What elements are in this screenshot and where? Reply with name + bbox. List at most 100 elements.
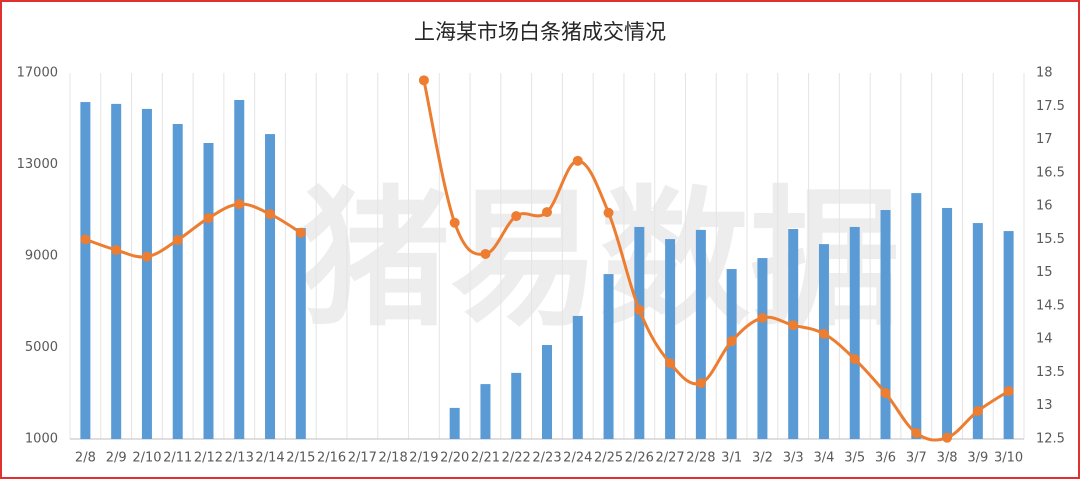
y2-tick-label: 16.5 [1036, 165, 1065, 180]
y2-tick-label: 12.5 [1036, 432, 1065, 447]
bar [172, 124, 183, 439]
line-marker [788, 320, 799, 331]
x-tick-label: 2/22 [502, 451, 531, 466]
bar [1003, 231, 1014, 439]
bar [511, 372, 522, 439]
bar [603, 274, 614, 439]
bar [911, 193, 922, 439]
x-tick-label: 2/17 [348, 451, 377, 466]
bar [203, 142, 214, 439]
bar [695, 229, 706, 439]
bar [972, 223, 983, 439]
y2-tick-label: 15.5 [1036, 232, 1065, 247]
x-tick-label: 2/28 [686, 451, 715, 466]
x-tick-label: 2/15 [286, 451, 315, 466]
line-marker [265, 209, 276, 220]
bar [542, 344, 552, 439]
x-tick-label: 2/8 [75, 451, 96, 466]
bar [265, 134, 276, 440]
line-marker [511, 211, 522, 222]
bar [818, 244, 829, 439]
line-marker [1003, 386, 1014, 397]
x-tick-label: 2/21 [471, 451, 500, 466]
x-tick-label: 2/16 [317, 451, 346, 466]
x-tick-label: 2/19 [409, 451, 438, 466]
line-marker [480, 249, 491, 260]
y2-tick-label: 13 [1036, 398, 1053, 413]
line-marker [418, 75, 429, 86]
line-marker [942, 432, 953, 443]
x-tick-label: 2/13 [225, 451, 254, 466]
x-tick-label: 2/27 [655, 451, 684, 466]
line-marker [203, 213, 214, 224]
x-tick-label: 2/14 [255, 451, 284, 466]
line-marker [972, 406, 983, 417]
line-marker [295, 227, 306, 238]
bar [572, 315, 583, 439]
x-tick-label: 3/7 [906, 451, 927, 466]
bar [757, 258, 768, 439]
x-tick-label: 2/18 [379, 451, 408, 466]
bar [788, 229, 799, 439]
line-marker [141, 251, 152, 262]
bar [295, 228, 306, 439]
bar [480, 384, 491, 439]
y2-tick-label: 13.5 [1036, 365, 1065, 380]
line-marker [542, 207, 552, 218]
x-tick-label: 2/11 [163, 451, 192, 466]
x-tick-label: 3/2 [752, 451, 773, 466]
x-tick-label: 3/9 [967, 451, 988, 466]
bar [111, 103, 122, 439]
bar [880, 210, 891, 439]
y-tick-label: 17000 [17, 66, 58, 81]
x-tick-label: 2/10 [132, 451, 161, 466]
bar [726, 269, 737, 439]
y-tick-label: 1000 [25, 432, 58, 447]
y-tick-label: 13000 [17, 157, 58, 172]
x-tick-label: 2/25 [594, 451, 623, 466]
line-marker [880, 388, 891, 399]
y-tick-label: 9000 [25, 249, 58, 264]
x-tick-label: 2/24 [563, 451, 592, 466]
x-tick-label: 3/6 [875, 451, 896, 466]
x-tick-label: 3/8 [937, 451, 958, 466]
line-marker [665, 358, 676, 369]
line-marker [449, 217, 460, 228]
bar [634, 226, 645, 439]
line-marker [757, 312, 768, 323]
y2-tick-label: 15 [1036, 265, 1053, 280]
line-marker [172, 235, 183, 246]
x-tick-label: 3/3 [783, 451, 804, 466]
line-marker [818, 328, 829, 339]
line-marker [572, 155, 583, 166]
bar [665, 239, 676, 439]
line-marker [634, 304, 645, 315]
x-tick-label: 3/10 [994, 451, 1023, 466]
line-marker [234, 199, 245, 210]
watermark: 猪易数据 [300, 173, 900, 347]
x-tick-label: 2/9 [106, 451, 127, 466]
x-tick-label: 2/23 [532, 451, 561, 466]
line-marker [111, 245, 122, 256]
line-marker [911, 428, 922, 439]
line-marker [695, 378, 706, 389]
y2-tick-label: 17 [1036, 132, 1053, 147]
y2-tick-label: 16 [1036, 199, 1053, 214]
bar [449, 407, 460, 439]
line-marker [726, 336, 737, 347]
bar [942, 207, 953, 439]
bar [141, 108, 152, 439]
y2-tick-label: 14.5 [1036, 298, 1065, 313]
x-tick-label: 3/4 [814, 451, 835, 466]
line-marker [603, 207, 614, 218]
y2-tick-label: 17.5 [1036, 99, 1065, 114]
x-tick-label: 3/1 [721, 451, 742, 466]
x-tick-label: 2/26 [625, 451, 654, 466]
y2-tick-label: 14 [1036, 332, 1053, 347]
line-marker [80, 234, 91, 245]
bar [234, 99, 245, 440]
x-tick-label: 3/5 [844, 451, 865, 466]
y2-tick-label: 18 [1036, 66, 1053, 81]
chart-title: 上海某市场白条猪成交情况 [414, 20, 666, 44]
